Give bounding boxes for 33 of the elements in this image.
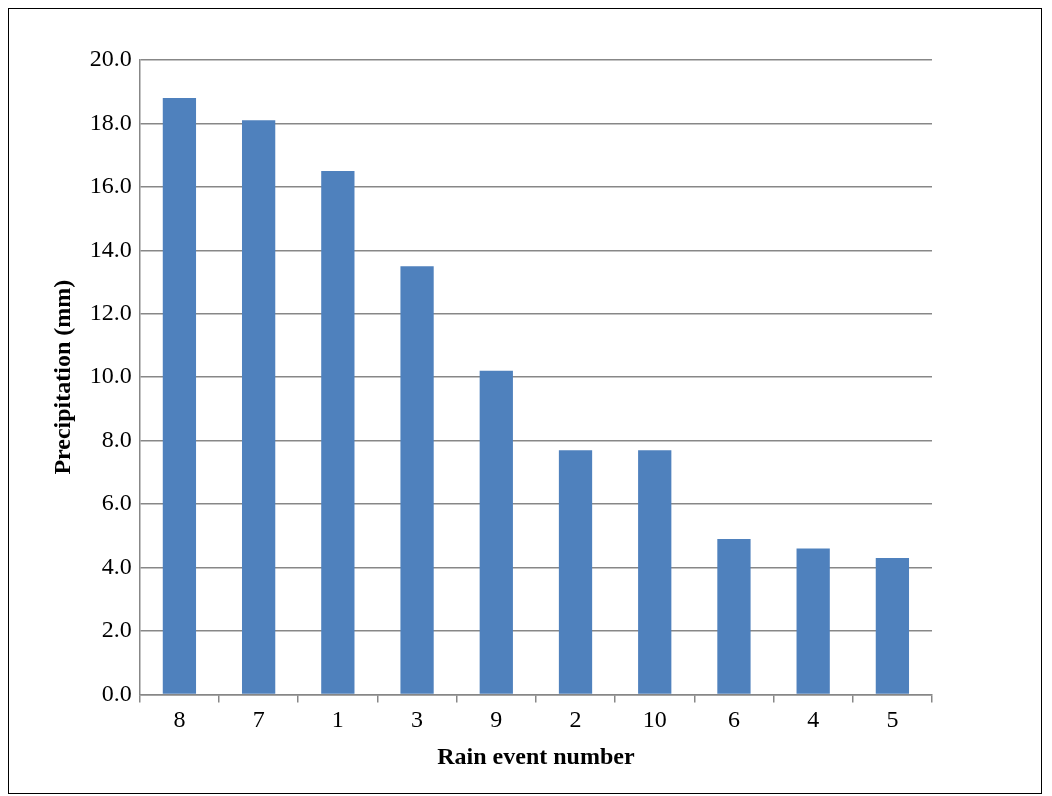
y-tick-label: 10.0 (89, 362, 132, 389)
x-tick-label: 8 (173, 706, 186, 733)
y-tick-label: 2.0 (101, 616, 132, 643)
x-tick-label: 3 (411, 706, 424, 733)
bar (479, 370, 513, 694)
y-tick-label: 0.0 (101, 679, 132, 706)
bar (717, 538, 751, 694)
bar (875, 558, 910, 694)
x-tick-label: 1 (331, 706, 344, 733)
bar (558, 450, 593, 694)
y-tick-label: 20.0 (89, 45, 132, 72)
x-axis-title: Rain event number (437, 742, 635, 769)
bar (321, 171, 355, 694)
y-tick-label: 14.0 (89, 235, 132, 262)
y-tick-label: 18.0 (89, 108, 132, 135)
bar (162, 98, 197, 694)
x-tick-label: 2 (569, 706, 582, 733)
bar (638, 450, 672, 694)
y-tick-label: 8.0 (101, 425, 132, 452)
y-tick-label: 12.0 (89, 299, 132, 326)
x-tick-label: 10 (642, 706, 667, 733)
y-axis-title: Precipitation (mm) (48, 279, 75, 475)
x-tick-label: 9 (490, 706, 503, 733)
y-tick-label: 16.0 (89, 172, 132, 199)
x-tick-label: 6 (727, 706, 740, 733)
x-tick-label: 4 (807, 706, 820, 733)
y-tick-label: 4.0 (101, 552, 132, 579)
bar (241, 120, 276, 694)
bar (400, 266, 434, 694)
x-tick-label: 7 (252, 706, 265, 733)
y-tick-label: 6.0 (101, 489, 132, 516)
bar (796, 548, 830, 694)
x-tick-label: 5 (886, 706, 899, 733)
